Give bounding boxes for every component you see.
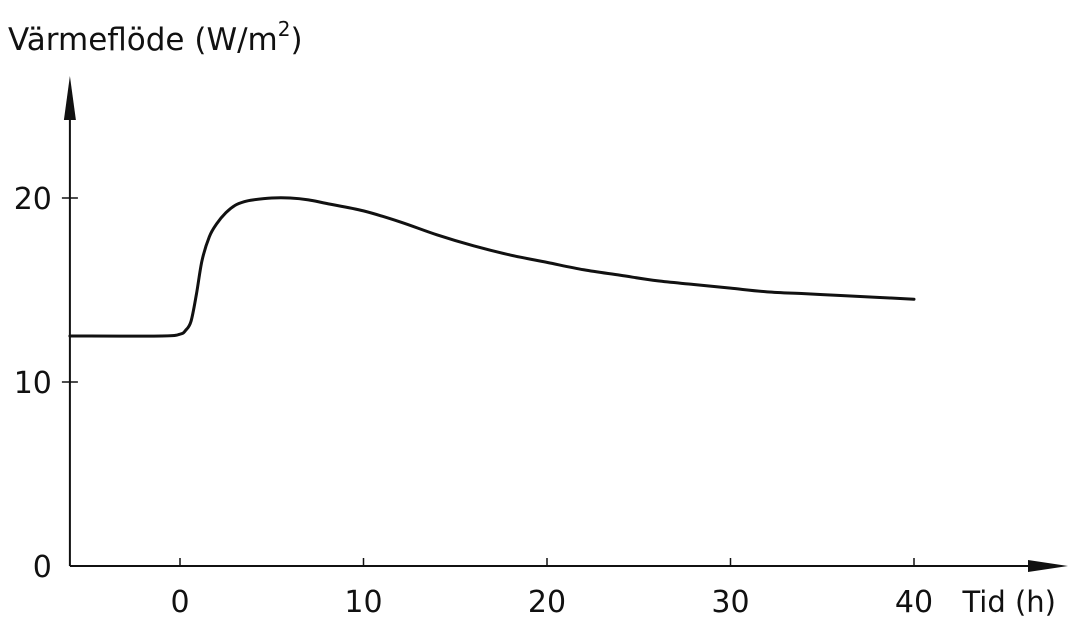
x-axis-arrow [1028, 560, 1068, 572]
ticks: 0 10 20 30 40 0 10 20 [14, 182, 933, 617]
y-axis-title-close: ) [291, 22, 303, 58]
x-tick-label: 40 [895, 585, 933, 617]
series-line [68, 196, 916, 338]
x-tick-label: 0 [170, 585, 189, 617]
svg-text:Värmeflöde (W/m2): Värmeflöde (W/m2) [8, 17, 303, 58]
y-axis-arrow [63, 76, 76, 120]
y-tick-label: 10 [14, 366, 52, 401]
x-tick-label: 10 [344, 585, 382, 617]
x-tick-label: 20 [528, 585, 566, 617]
y-tick-label: 0 [33, 550, 52, 585]
y-axis-title-superscript: 2 [278, 17, 291, 41]
y-axis-title-text: Värmeflöde (W/m [8, 22, 278, 58]
x-axis-title: Tid (h) [961, 585, 1056, 617]
y-axis-title: Värmeflöde (W/m2) [8, 17, 303, 58]
series-group [68, 196, 916, 338]
y-tick-label: 20 [14, 182, 52, 217]
axes [63, 76, 1068, 572]
x-tick-label: 30 [711, 585, 749, 617]
